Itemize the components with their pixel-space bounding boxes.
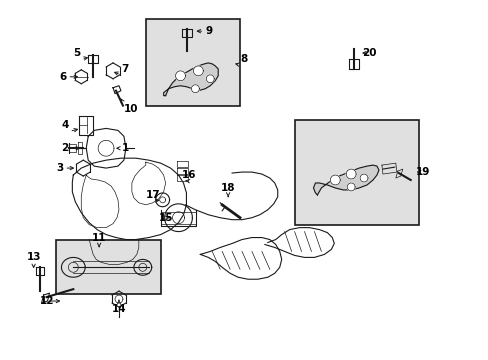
Polygon shape [191, 85, 199, 93]
Polygon shape [163, 63, 218, 96]
Text: 7: 7 [122, 64, 129, 74]
Polygon shape [330, 175, 340, 185]
Text: 5: 5 [73, 48, 81, 58]
Bar [56, 239, 161, 294]
Text: 6: 6 [60, 72, 66, 82]
Text: 16: 16 [182, 170, 196, 180]
Text: 4: 4 [61, 121, 69, 130]
Polygon shape [175, 71, 185, 81]
Text: 3: 3 [56, 163, 63, 173]
Polygon shape [206, 75, 214, 83]
Text: 13: 13 [26, 252, 41, 262]
Polygon shape [346, 183, 354, 191]
Text: 19: 19 [415, 167, 429, 177]
Text: 20: 20 [362, 48, 376, 58]
Polygon shape [346, 169, 355, 179]
Polygon shape [313, 165, 378, 195]
Text: 18: 18 [221, 183, 235, 193]
Text: 10: 10 [123, 104, 138, 113]
Polygon shape [193, 66, 203, 76]
Polygon shape [360, 174, 367, 182]
Text: 8: 8 [240, 54, 247, 64]
Text: 11: 11 [92, 233, 106, 243]
Bar [145, 19, 240, 105]
Text: 9: 9 [204, 26, 212, 36]
Text: 1: 1 [122, 143, 129, 153]
Text: 12: 12 [40, 296, 54, 306]
Text: 17: 17 [145, 190, 160, 200]
Text: 2: 2 [61, 143, 68, 153]
Bar [294, 121, 418, 225]
Text: 15: 15 [158, 213, 173, 223]
Text: 14: 14 [111, 304, 126, 314]
